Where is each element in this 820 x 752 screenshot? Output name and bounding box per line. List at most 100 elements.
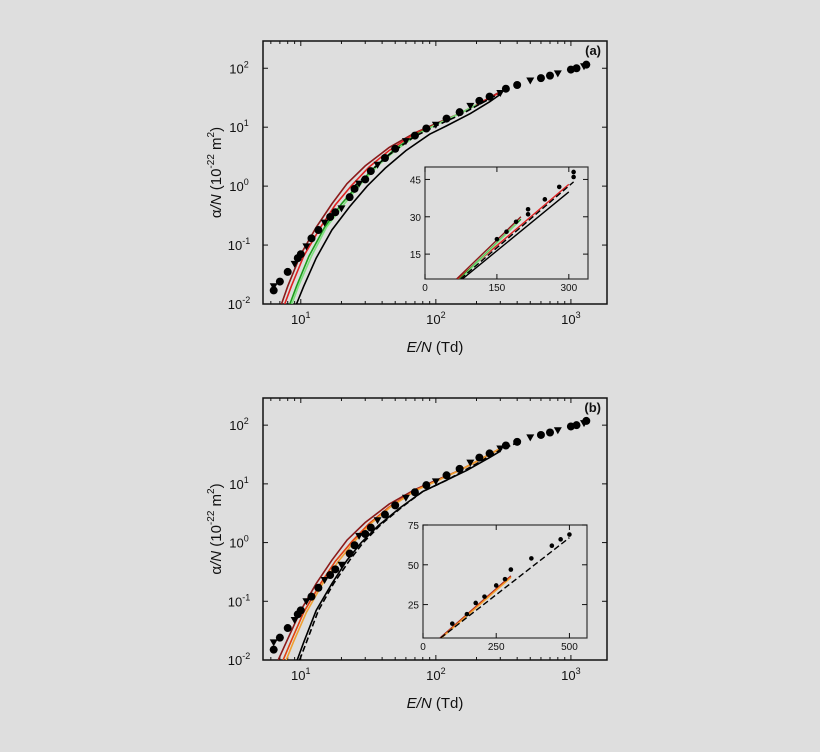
- text-part: 10: [228, 238, 242, 253]
- text-part: 2: [206, 131, 217, 137]
- x-tick-label: 101: [291, 310, 310, 327]
- inset-plot: 0 250 500 25 50 75: [408, 521, 588, 653]
- data-point-triangle: [290, 617, 299, 625]
- data-point: [410, 488, 419, 497]
- data-point: [380, 510, 389, 519]
- data-point: [326, 212, 335, 221]
- data-point-triangle: [401, 138, 410, 146]
- data-point-triangle: [466, 102, 475, 110]
- data-point: [296, 250, 305, 259]
- text-part: -22: [206, 510, 217, 525]
- data-point: [525, 207, 531, 212]
- data-point: [275, 633, 284, 642]
- data-point: [345, 193, 354, 202]
- text-part: 10: [229, 536, 243, 551]
- y-axis-label: α/N (10-22 m2): [206, 483, 225, 574]
- text-part: 2: [244, 59, 249, 69]
- text-part: 10: [228, 297, 242, 312]
- text-part: 10: [228, 594, 242, 609]
- plot-area: [269, 416, 591, 660]
- data-point: [493, 583, 499, 588]
- x-tick-label: 0: [420, 642, 426, 653]
- text-part: -2: [242, 651, 250, 661]
- text-part: E/N: [407, 695, 432, 712]
- text-part: 10: [426, 312, 440, 327]
- text-part: 3: [576, 310, 581, 320]
- x-tick-label: 101: [291, 666, 310, 683]
- text-part: 1: [244, 118, 249, 128]
- data-point: [331, 208, 340, 217]
- data-point: [513, 80, 522, 89]
- data-point-triangle: [355, 532, 364, 540]
- data-point: [475, 96, 484, 105]
- data-point: [513, 219, 519, 225]
- series-line-4: [295, 93, 501, 304]
- x-tick-label: 102: [426, 310, 445, 327]
- text-part: 2: [206, 488, 217, 494]
- data-point: [464, 611, 470, 617]
- data-point: [380, 154, 389, 163]
- data-point-triangle: [401, 494, 410, 502]
- data-point: [567, 532, 572, 537]
- data-point: [536, 430, 545, 439]
- text-part: ): [208, 127, 225, 132]
- text-part: 2: [441, 666, 446, 676]
- data-point: [571, 174, 576, 180]
- text-part: E/N: [407, 339, 432, 356]
- data-point: [571, 169, 576, 175]
- y-tick-label: 10-2: [228, 651, 250, 668]
- data-point: [502, 576, 508, 582]
- data-point: [455, 108, 464, 117]
- data-point: [410, 131, 419, 140]
- text-part: 10: [561, 668, 575, 683]
- plot-area: [439, 532, 572, 638]
- data-point-triangle: [373, 161, 382, 169]
- text-part: -1: [242, 592, 250, 602]
- data-point: [366, 167, 375, 176]
- data-point: [314, 583, 323, 592]
- data-point-triangle: [466, 459, 475, 467]
- y-tick-label: 100: [229, 177, 248, 194]
- data-point: [582, 416, 591, 425]
- text-part: m: [208, 137, 225, 154]
- y-tick-label: 102: [229, 416, 248, 433]
- text-part: (Td): [432, 695, 464, 712]
- text-part: 10: [426, 668, 440, 683]
- data-point-triangle: [496, 90, 505, 98]
- data-point: [350, 184, 359, 193]
- data-point: [283, 624, 292, 633]
- x-tick-label: 102: [426, 666, 445, 683]
- data-point: [296, 606, 305, 615]
- data-point: [442, 114, 451, 123]
- data-point-triangle: [526, 77, 535, 85]
- x-tick-label: 103: [561, 666, 580, 683]
- data-point: [494, 236, 500, 242]
- y-tick-label: 10-1: [228, 236, 250, 253]
- data-point: [536, 74, 545, 83]
- data-point: [361, 529, 370, 538]
- data-point: [283, 267, 292, 276]
- data-point: [314, 226, 323, 235]
- text-part: /N: [208, 194, 225, 210]
- text-part: 10: [229, 61, 243, 76]
- text-part: /N: [208, 551, 225, 567]
- y-tick-label: 100: [229, 534, 248, 551]
- text-part: 10: [291, 312, 305, 327]
- data-point: [542, 197, 548, 202]
- text-part: (10: [208, 169, 225, 195]
- data-point-triangle: [290, 260, 299, 268]
- data-point: [572, 421, 581, 430]
- y-tick-label: 102: [229, 59, 248, 76]
- data-point: [269, 645, 278, 654]
- text-part: m: [208, 494, 225, 511]
- text-part: α: [208, 566, 225, 575]
- text-part: 0: [244, 177, 249, 187]
- data-point: [361, 175, 370, 184]
- data-point: [529, 556, 534, 561]
- plot-area: [269, 60, 591, 304]
- x-axis-label: E/N (Td): [407, 339, 464, 356]
- x-tick-label: 0: [422, 283, 428, 294]
- data-point-triangle: [302, 598, 311, 606]
- data-point: [549, 543, 555, 548]
- data-point: [307, 234, 316, 243]
